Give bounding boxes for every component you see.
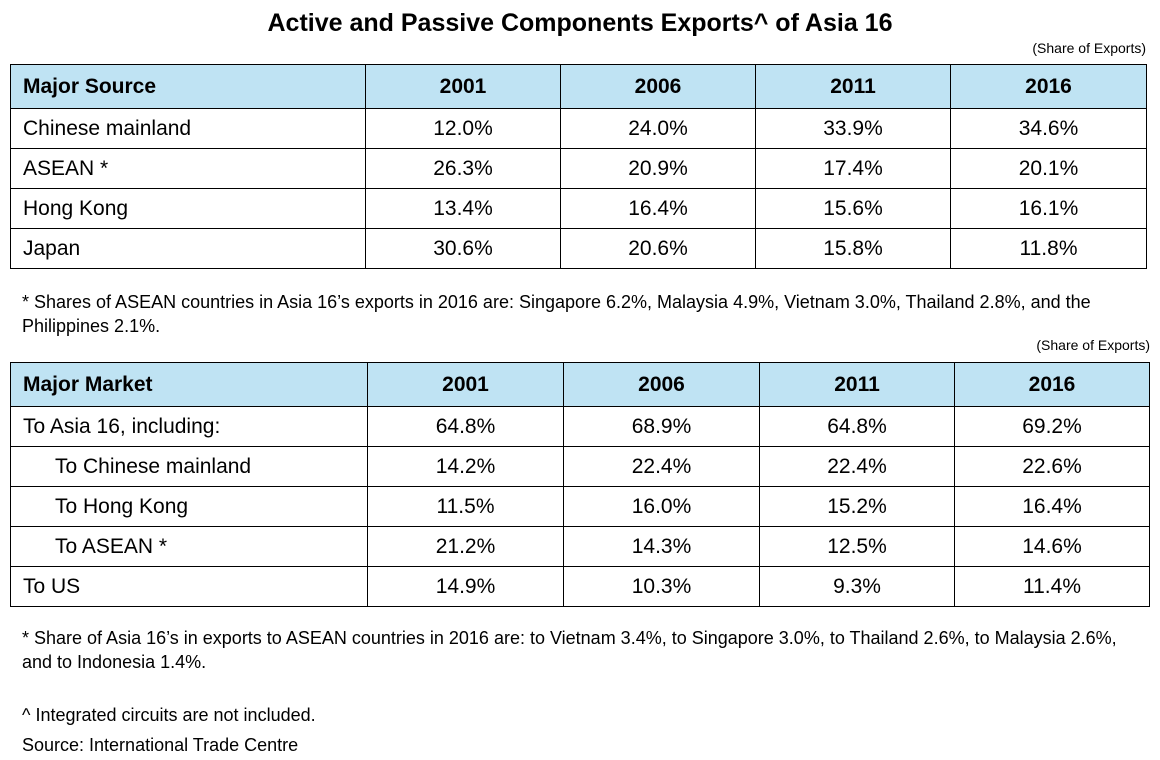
table-cell: 22.6% <box>954 446 1150 487</box>
column-header: Major Market <box>10 362 368 407</box>
table-cell: 12.0% <box>365 108 561 149</box>
table-cell: 22.4% <box>563 446 760 487</box>
table-cell: 15.2% <box>759 486 955 527</box>
column-header: Major Source <box>10 64 366 109</box>
table-row: To Chinese mainland 14.2% 22.4% 22.4% 22… <box>10 446 1150 487</box>
table-row: To US 14.9% 10.3% 9.3% 11.4% <box>10 566 1150 607</box>
table-cell: 20.6% <box>560 228 756 269</box>
table-cell: 14.6% <box>954 526 1150 567</box>
table-cell: 16.0% <box>563 486 760 527</box>
table-cell: 64.8% <box>367 406 564 447</box>
table-header-row: Major Source 2001 2006 2011 2016 <box>10 64 1147 109</box>
table-row: Chinese mainland 12.0% 24.0% 33.9% 34.6% <box>10 108 1147 149</box>
table-cell: 20.9% <box>560 148 756 189</box>
row-label: Japan <box>10 228 366 269</box>
source-footnote: * Shares of ASEAN countries in Asia 16’s… <box>22 292 1091 336</box>
column-header: 2006 <box>563 362 760 407</box>
table-cell: 15.6% <box>755 188 951 229</box>
table-cell: 17.4% <box>755 148 951 189</box>
unit-note-market: (Share of Exports) <box>1036 337 1150 353</box>
table-cell: 14.9% <box>367 566 564 607</box>
table-cell: 33.9% <box>755 108 951 149</box>
major-market-table: Major Market 2001 2006 2011 2016 To Asia… <box>10 362 1150 607</box>
table-cell: 16.1% <box>950 188 1147 229</box>
table-row: To Hong Kong 11.5% 16.0% 15.2% 16.4% <box>10 486 1150 527</box>
row-label: To US <box>10 566 368 607</box>
row-label: Hong Kong <box>10 188 366 229</box>
column-header: 2011 <box>759 362 955 407</box>
table-cell: 9.3% <box>759 566 955 607</box>
table-cell: 11.5% <box>367 486 564 527</box>
row-label: Chinese mainland <box>10 108 366 149</box>
table-cell: 24.0% <box>560 108 756 149</box>
ic-note: ^ Integrated circuits are not included. <box>22 705 316 725</box>
table-cell: 64.8% <box>759 406 955 447</box>
column-header: 2006 <box>560 64 756 109</box>
row-label: To Chinese mainland <box>10 446 368 487</box>
column-header: 2001 <box>367 362 564 407</box>
column-header: 2016 <box>954 362 1150 407</box>
table-cell: 69.2% <box>954 406 1150 447</box>
table-cell: 34.6% <box>950 108 1147 149</box>
table-cell: 12.5% <box>759 526 955 567</box>
page-title: Active and Passive Components Exports^ o… <box>267 9 893 37</box>
table-row: Hong Kong 13.4% 16.4% 15.6% 16.1% <box>10 188 1147 229</box>
table-row: To Asia 16, including: 64.8% 68.9% 64.8%… <box>10 406 1150 447</box>
column-header: 2011 <box>755 64 951 109</box>
row-label: To Asia 16, including: <box>10 406 368 447</box>
table-cell: 16.4% <box>954 486 1150 527</box>
table-cell: 21.2% <box>367 526 564 567</box>
table-cell: 15.8% <box>755 228 951 269</box>
unit-note-source: (Share of Exports) <box>1032 40 1146 56</box>
source-note: Source: International Trade Centre <box>22 735 299 755</box>
table-row: ASEAN * 26.3% 20.9% 17.4% 20.1% <box>10 148 1147 189</box>
table-row: To ASEAN * 21.2% 14.3% 12.5% 14.6% <box>10 526 1150 567</box>
table-cell: 14.2% <box>367 446 564 487</box>
table-cell: 26.3% <box>365 148 561 189</box>
table-cell: 13.4% <box>365 188 561 229</box>
table-cell: 30.6% <box>365 228 561 269</box>
table-cell: 68.9% <box>563 406 760 447</box>
major-source-table: Major Source 2001 2006 2011 2016 Chinese… <box>10 64 1147 269</box>
table-cell: 16.4% <box>560 188 756 229</box>
column-header: 2016 <box>950 64 1147 109</box>
table-cell: 20.1% <box>950 148 1147 189</box>
market-footnote: * Share of Asia 16’s in exports to ASEAN… <box>22 628 1117 672</box>
table-cell: 14.3% <box>563 526 760 567</box>
table-cell: 11.4% <box>954 566 1150 607</box>
row-label: To Hong Kong <box>10 486 368 527</box>
table-header-row: Major Market 2001 2006 2011 2016 <box>10 362 1150 407</box>
row-label: To ASEAN * <box>10 526 368 567</box>
table-cell: 22.4% <box>759 446 955 487</box>
table-row: Japan 30.6% 20.6% 15.8% 11.8% <box>10 228 1147 269</box>
table-cell: 11.8% <box>950 228 1147 269</box>
table-cell: 10.3% <box>563 566 760 607</box>
row-label: ASEAN * <box>10 148 366 189</box>
column-header: 2001 <box>365 64 561 109</box>
